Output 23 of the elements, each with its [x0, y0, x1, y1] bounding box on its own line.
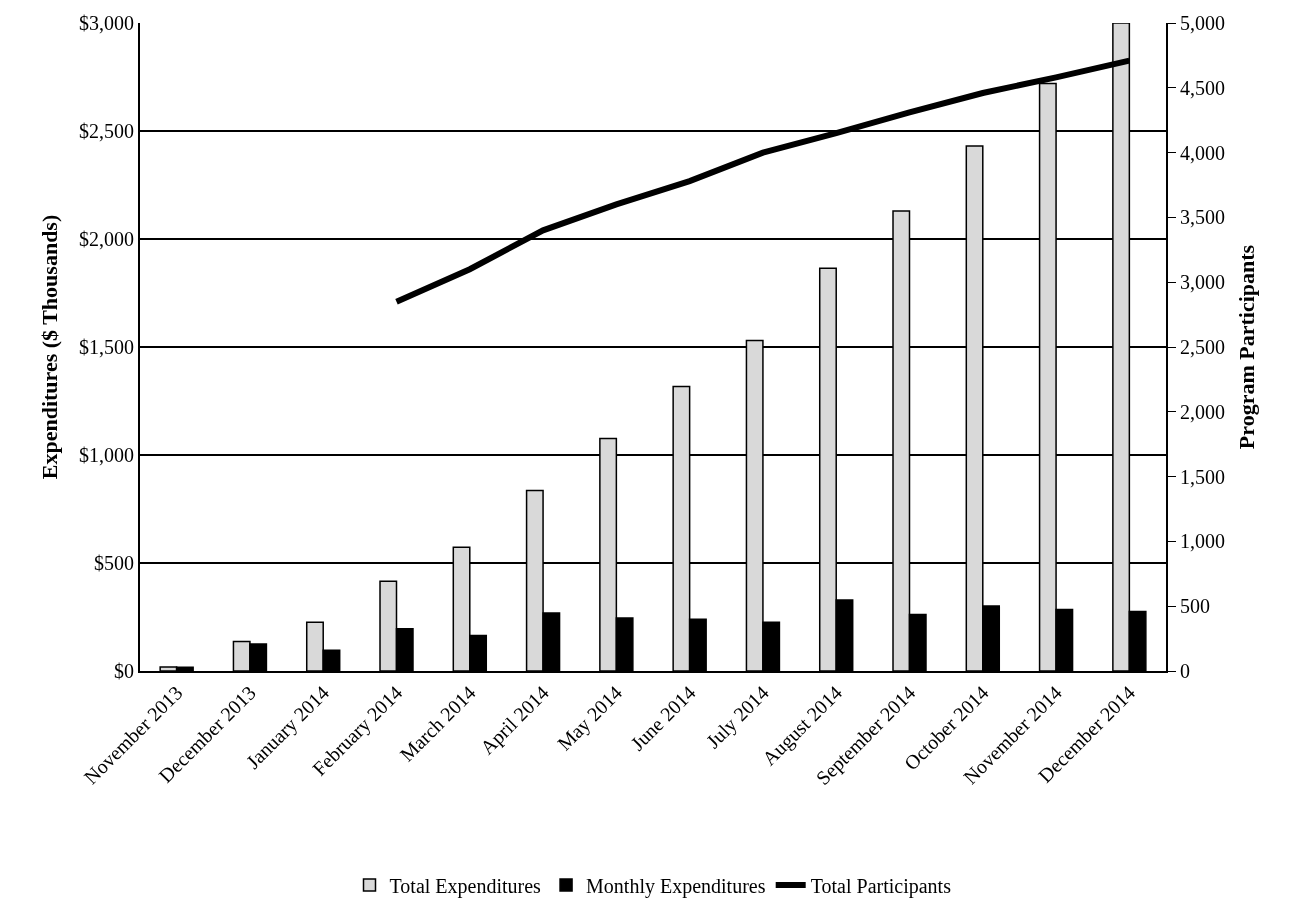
y-tick-label: $2,500	[79, 120, 134, 142]
y-axis-title: Expenditures ($ Thousands)	[37, 214, 63, 480]
y2-tick-label: 500	[1180, 595, 1210, 618]
y-tick-label: $3,000	[79, 12, 134, 34]
y-tick-label: $0	[114, 660, 134, 682]
y2-tick-label: 3,000	[1180, 271, 1225, 294]
y2-tick-label: 3,500	[1180, 206, 1225, 229]
y-tick-label: $1,000	[79, 444, 134, 466]
legend-label: Total Expenditures	[389, 874, 542, 898]
y-tick-label: $500	[94, 552, 134, 574]
y2-tick-label: 1,000	[1180, 530, 1225, 553]
legend-label: Monthly Expenditures	[586, 874, 766, 898]
y2-tick-label: 2,500	[1180, 336, 1225, 358]
y2-tick-label: 4,500	[1180, 76, 1225, 99]
y2-tick-label: 0	[1180, 660, 1190, 682]
y2-tick-label: 4,000	[1180, 141, 1225, 164]
y-tick-label: $1,500	[79, 336, 134, 358]
legend-label: Total Participants	[810, 874, 952, 898]
y2-tick-label: 2,000	[1180, 400, 1225, 423]
y-tick-label: $2,000	[79, 228, 134, 250]
y2-axis-title: Program Participants	[1234, 244, 1260, 450]
y2-tick-label: 5,000	[1180, 12, 1225, 34]
y2-tick-label: 1,500	[1180, 465, 1225, 488]
